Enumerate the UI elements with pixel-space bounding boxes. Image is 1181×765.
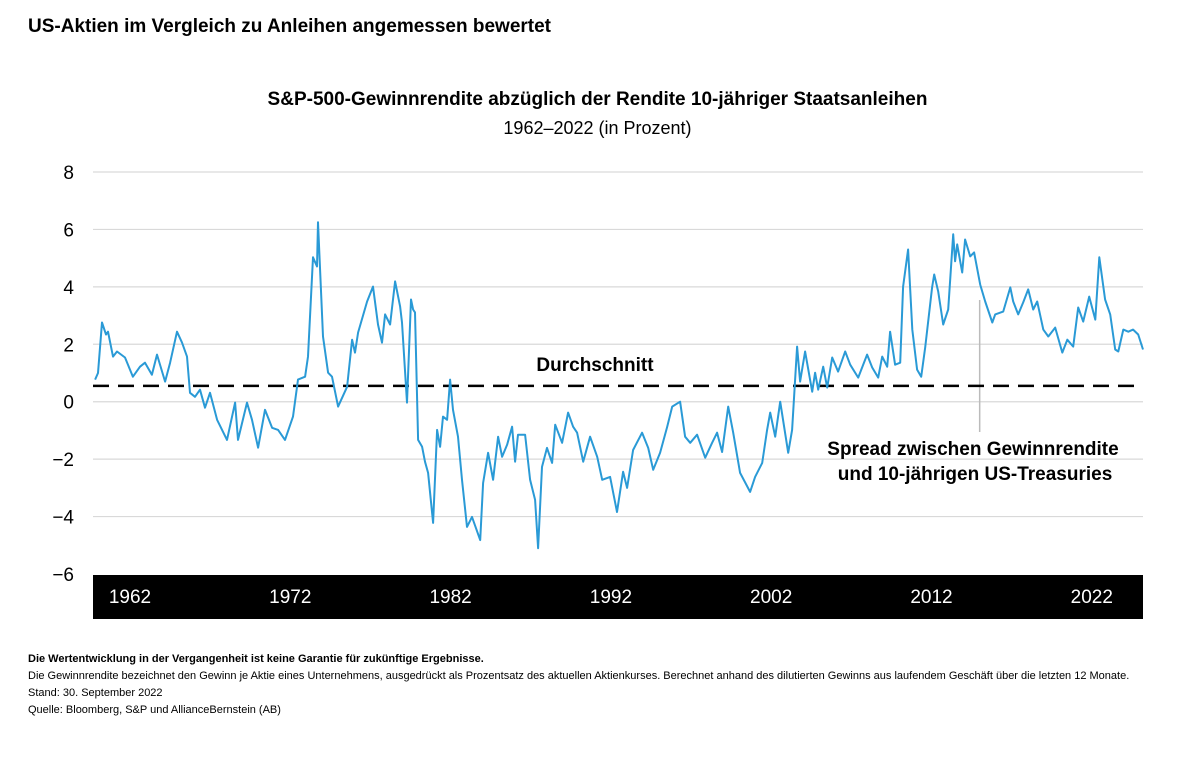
y-tick-label: 6 bbox=[63, 220, 74, 241]
chart-title: S&P-500-Gewinnrendite abzüglich der Rend… bbox=[267, 89, 928, 110]
x-axis-band bbox=[93, 575, 1143, 619]
annotation-line-2: und 10-jährigen US-Treasuries bbox=[838, 464, 1113, 485]
footer: Die Wertentwicklung in der Vergangenheit… bbox=[28, 651, 1163, 719]
as-of-date: Stand: 30. September 2022 bbox=[28, 687, 163, 699]
x-tick-label: 2002 bbox=[750, 587, 792, 608]
gridlines bbox=[93, 171, 1143, 518]
y-tick-label: 2 bbox=[63, 335, 74, 356]
chart-subtitle: 1962–2022 (in Prozent) bbox=[503, 118, 692, 138]
x-tick-label: 2012 bbox=[910, 587, 952, 608]
line-chart: 8 6 4 2 0 −2 −4 −6 1962 1972 1982 1992 2002 2012 2022… bbox=[52, 163, 1144, 619]
y-tick-label: −6 bbox=[52, 565, 74, 586]
source: Quelle: Bloomberg, S&P und AllianceBerns… bbox=[28, 704, 281, 716]
x-tick-label: 2022 bbox=[1071, 587, 1113, 608]
x-tick-label: 1982 bbox=[429, 587, 471, 608]
x-tick-label: 1972 bbox=[269, 587, 311, 608]
y-tick-label: −4 bbox=[52, 508, 74, 529]
y-tick-label: −2 bbox=[52, 450, 74, 471]
y-tick-label: 0 bbox=[63, 393, 74, 414]
disclaimer: Die Wertentwicklung in der Vergangenheit… bbox=[28, 653, 484, 665]
average-label: Durchschnitt bbox=[536, 355, 654, 376]
y-axis-ticks: 8 6 4 2 0 −2 −4 −6 bbox=[52, 163, 74, 586]
page-title: US-Aktien im Vergleich zu Anleihen angem… bbox=[28, 16, 552, 37]
series-line-spread bbox=[94, 221, 1144, 550]
y-tick-label: 4 bbox=[63, 278, 74, 299]
footnote: Die Gewinnrendite bezeichnet den Gewinn … bbox=[28, 670, 1130, 682]
annotation-line-1: Spread zwischen Gewinnrendite bbox=[827, 439, 1118, 460]
x-tick-label: 1992 bbox=[590, 587, 632, 608]
x-axis-ticks: 1962 1972 1982 1992 2002 2012 2022 bbox=[109, 587, 1113, 608]
y-tick-label: 8 bbox=[63, 163, 74, 184]
x-tick-label: 1962 bbox=[109, 587, 151, 608]
